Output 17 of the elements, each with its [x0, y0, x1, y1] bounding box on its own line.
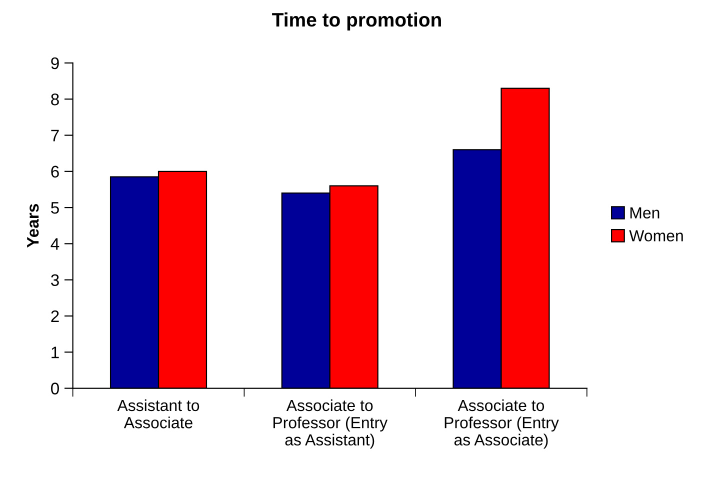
- legend-label: Men: [630, 207, 660, 218]
- y-tick-label: 3: [51, 274, 59, 286]
- y-tick-label: 7: [51, 130, 59, 142]
- y-tick-label: 4: [50, 238, 60, 250]
- legend-label: Women: [629, 230, 683, 242]
- x-tick-label: Associate to Professor (Entry as Associate): [444, 399, 559, 449]
- x-tick-label: Associate to Professor (Entry as Assistant): [273, 399, 388, 449]
- y-tick-label: 5: [51, 202, 59, 214]
- y-tick-label: 8: [51, 94, 59, 106]
- y-tick-label: 1: [52, 346, 59, 358]
- x-tick-label: Assistant to Associate: [117, 399, 200, 428]
- y-tick-label: 9: [51, 57, 59, 70]
- chart-title: Time to promotion: [272, 12, 441, 31]
- y-tick-label: 0: [51, 382, 59, 394]
- y-axis-title: Years: [27, 204, 39, 248]
- y-tick-label: 2: [51, 310, 59, 322]
- y-tick-label: 6: [51, 166, 59, 178]
